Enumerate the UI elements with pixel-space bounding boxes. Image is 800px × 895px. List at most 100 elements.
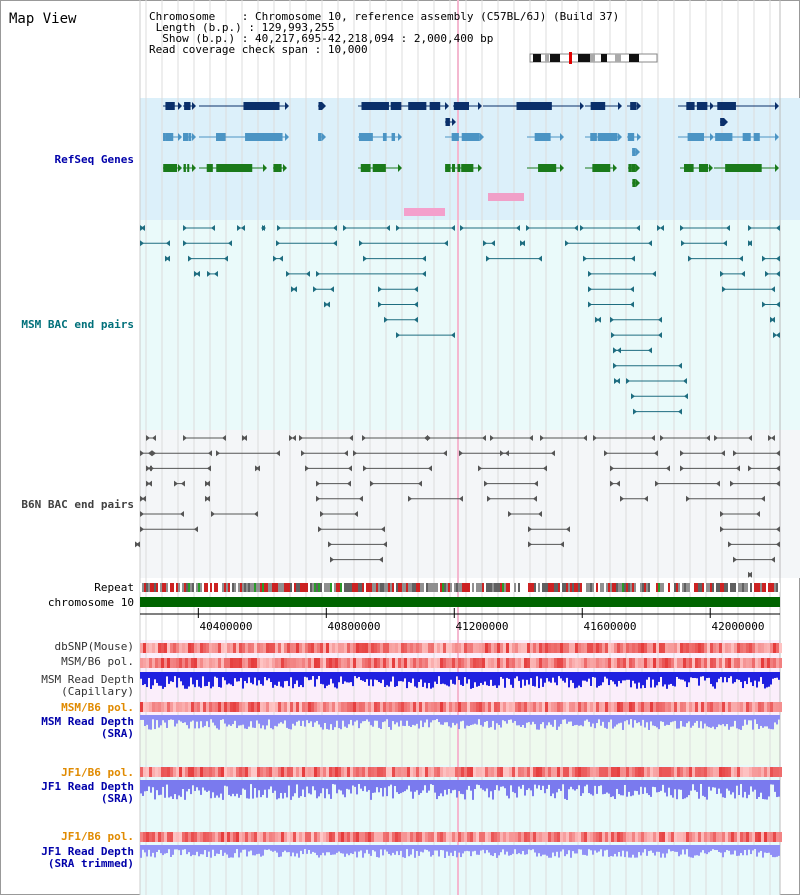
depth-bar	[512, 715, 514, 723]
heat-cell	[494, 643, 497, 653]
bac-end	[611, 332, 615, 339]
heat-cell	[392, 643, 395, 653]
heat-cell	[326, 832, 329, 842]
heat-cell	[635, 658, 638, 668]
bac-end	[748, 240, 752, 247]
depth-bar	[248, 780, 250, 799]
depth-bar	[238, 845, 240, 858]
repeat-element	[352, 583, 354, 592]
repeat-element	[538, 583, 540, 592]
heat-cell	[449, 643, 452, 653]
depth-bar	[282, 672, 284, 688]
heat-cell	[245, 767, 248, 777]
repeat-element	[666, 583, 668, 592]
refseq-arrow	[636, 179, 640, 187]
depth-bar	[148, 715, 150, 730]
refseq-exon	[632, 148, 636, 156]
repeat-element	[442, 583, 444, 592]
depth-bar	[554, 845, 556, 857]
depth-bar	[494, 845, 496, 854]
heat-cell	[569, 832, 572, 842]
depth-bar	[424, 780, 426, 786]
depth-bar	[418, 672, 420, 683]
depth-bar	[778, 672, 780, 680]
heat-cell	[695, 767, 698, 777]
heat-cell	[623, 702, 626, 712]
heat-cell	[437, 767, 440, 777]
depth-bar	[234, 845, 236, 854]
depth-bar	[292, 845, 294, 853]
depth-bar	[448, 845, 450, 856]
heat-cell	[179, 767, 182, 777]
depth-bar	[414, 780, 416, 792]
depth-bar	[332, 845, 334, 855]
heat-cell	[284, 702, 287, 712]
repeat-element	[744, 583, 746, 592]
bac-end	[384, 316, 388, 323]
heat-cell	[461, 767, 464, 777]
heat-cell	[515, 832, 518, 842]
b6n-bac-end-pairs-label: B6N BAC end pairs	[21, 498, 134, 511]
depth-bar	[746, 715, 748, 725]
depth-bar	[348, 715, 350, 725]
heat-cell	[365, 643, 368, 653]
repeat-element	[620, 583, 622, 592]
refseq-exon	[519, 102, 527, 110]
depth-bar	[726, 715, 728, 725]
heat-cell	[245, 658, 248, 668]
heat-cell	[266, 767, 269, 777]
heat-cell	[155, 643, 158, 653]
depth-bar	[246, 715, 248, 730]
depth-bar	[402, 672, 404, 682]
depth-bar	[240, 715, 242, 726]
depth-bar	[462, 845, 464, 854]
heat-cell	[356, 643, 359, 653]
depth-bar	[312, 672, 314, 677]
depth-bar	[632, 672, 634, 681]
heat-cell	[494, 658, 497, 668]
refseq-exon	[278, 164, 282, 172]
heat-cell	[425, 832, 428, 842]
refseq-exon	[318, 133, 322, 141]
refseq-arrow	[478, 102, 482, 110]
heat-cell	[248, 658, 251, 668]
depth-bar	[428, 715, 430, 728]
depth-bar	[414, 672, 416, 687]
depth-bar	[768, 845, 770, 853]
bac-end	[348, 465, 352, 472]
depth-bar	[748, 780, 750, 795]
depth-bar	[400, 845, 402, 851]
repeat-element	[622, 583, 624, 592]
refseq-arrow	[478, 164, 482, 172]
depth-bar	[218, 672, 220, 687]
heat-cell	[329, 832, 332, 842]
heat-cell	[617, 658, 620, 668]
depth-bar	[406, 845, 408, 850]
depth-bar	[412, 845, 414, 850]
repeat-element	[692, 583, 694, 592]
depth-bar	[450, 672, 452, 680]
heat-cell	[272, 767, 275, 777]
depth-bar	[670, 845, 672, 852]
depth-bar	[184, 672, 186, 689]
depth-bar	[174, 672, 176, 677]
heat-cell	[215, 767, 218, 777]
depth-bar	[618, 845, 620, 853]
depth-bar	[518, 672, 520, 681]
heat-cell	[677, 658, 680, 668]
depth-bar	[256, 780, 258, 798]
heat-cell	[581, 643, 584, 653]
refseq-arrow	[560, 133, 564, 141]
depth-bar	[746, 780, 748, 799]
depth-bar	[162, 780, 164, 787]
heat-cell	[206, 832, 209, 842]
heat-cell	[641, 658, 644, 668]
heat-cell	[668, 658, 671, 668]
heat-cell	[338, 643, 341, 653]
heat-cell	[743, 832, 746, 842]
axis-tick-label: 41200000	[455, 620, 509, 633]
refseq-exon	[183, 164, 186, 172]
heat-cell	[686, 643, 689, 653]
